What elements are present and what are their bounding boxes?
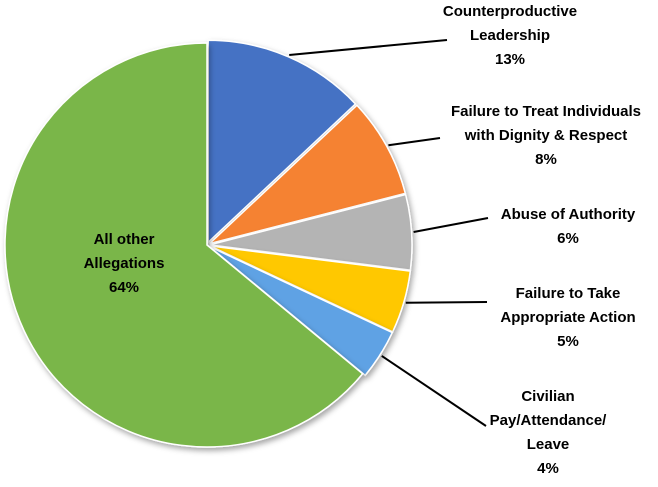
slice-name-line: Failure to Take	[516, 285, 621, 302]
pie-slice-1	[209, 104, 407, 245]
slice-name-line: Pay/Attendance/	[490, 412, 608, 429]
leader-line-1	[388, 137, 441, 147]
slice-name-line: All other	[94, 231, 155, 248]
slice-label-2: Abuse of Authority 6%	[501, 206, 636, 247]
slice-label-5: All other Allegations 64%	[84, 231, 165, 296]
slice-name-line: Civilian	[521, 388, 574, 405]
slice-label-3: Failure to Take Appropriate Action 5%	[500, 285, 635, 350]
pie-slice-0	[207, 39, 357, 244]
slice-labels: Counterproductive Leadership 13% Failure to…	[84, 3, 641, 477]
slice-label-4: Civilian Pay/Attendance/Leave 4%	[490, 388, 608, 477]
slice-value-label: 4%	[537, 460, 559, 477]
pie-slice-4	[209, 245, 394, 377]
slice-value-label: 5%	[557, 333, 579, 350]
slice-value-label: 8%	[535, 151, 557, 168]
leader-line-0	[289, 39, 448, 57]
slice-value-label: 13%	[495, 51, 525, 68]
slice-label-1: Failure to Treat Individuals with Dignity…	[451, 103, 641, 168]
slice-name-line: Failure to Treat Individuals	[451, 103, 641, 120]
slice-label-0: Counterproductive Leadership 13%	[443, 3, 577, 68]
slice-value-label: 64%	[109, 279, 139, 296]
slice-name-line: Counterproductive	[443, 3, 577, 20]
leader-lines	[289, 39, 489, 427]
pie-slices	[4, 39, 413, 448]
leader-line-3	[405, 301, 488, 304]
pie-slice-2	[209, 193, 413, 271]
leader-line-2	[413, 217, 489, 233]
pie-slice-3	[209, 245, 412, 333]
leader-line-4	[381, 355, 487, 427]
slice-name-line: Leadership	[470, 27, 550, 44]
pie-slice-5	[4, 42, 364, 448]
slice-name-line: Appropriate Action	[500, 309, 635, 326]
slice-name-line: Leave	[527, 436, 570, 453]
slice-name-line: with Dignity & Respect	[464, 127, 628, 144]
slice-name-line: Abuse of Authority	[501, 206, 636, 223]
slice-value-label: 6%	[557, 230, 579, 247]
slice-name-line: Allegations	[84, 255, 165, 272]
